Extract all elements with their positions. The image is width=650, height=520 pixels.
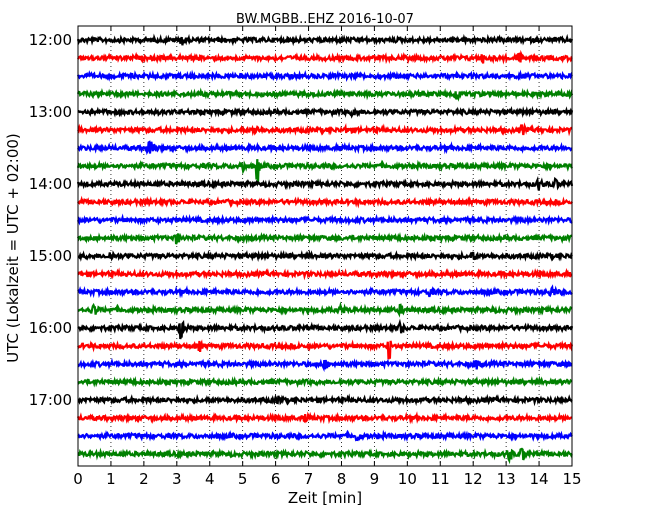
seismic-trace xyxy=(77,105,574,119)
x-tick-label: 15 xyxy=(562,470,581,488)
grid xyxy=(110,26,540,466)
x-tick-label: 10 xyxy=(398,470,417,488)
seismic-trace xyxy=(76,33,574,47)
x-tick-label: 14 xyxy=(530,470,549,488)
seismic-trace xyxy=(76,175,574,191)
seismic-trace xyxy=(77,140,573,156)
seismic-trace xyxy=(77,375,573,389)
plot-frame xyxy=(77,25,573,467)
seismic-trace xyxy=(77,393,573,407)
y-tick-label: 17:00 xyxy=(29,391,72,409)
seismic-trace xyxy=(77,301,573,318)
seismic-trace xyxy=(76,231,573,245)
seismic-trace xyxy=(77,249,573,263)
x-tick-label: 13 xyxy=(497,470,516,488)
seismic-trace xyxy=(76,69,573,82)
x-tick-label: 6 xyxy=(271,470,281,488)
x-axis-label: Zeit [min] xyxy=(288,489,362,507)
seismic-trace xyxy=(77,122,573,137)
x-tick-label: 4 xyxy=(205,470,215,488)
seismic-trace xyxy=(77,429,573,442)
x-tick-label: 11 xyxy=(431,470,450,488)
seismic-trace xyxy=(77,195,573,209)
y-tick-label: 14:00 xyxy=(29,175,72,193)
x-tick-label: 0 xyxy=(73,470,83,488)
x-tick-label: 8 xyxy=(337,470,347,488)
seismic-trace xyxy=(77,284,573,299)
seismic-trace xyxy=(77,49,573,65)
seismic-trace xyxy=(76,159,573,183)
y-tick-label: 13:00 xyxy=(29,103,72,121)
ticks: 0 1 2 3 4 5 6 7 8 9 10 11 12 13 14 1512:0013:0014:0015:… xyxy=(29,26,582,488)
seismic-trace xyxy=(77,318,574,340)
y-tick-label: 12:00 xyxy=(29,31,72,49)
x-tick-label: 3 xyxy=(172,470,182,488)
y-tick-label: 15:00 xyxy=(29,247,72,265)
seismic-trace xyxy=(77,357,573,373)
seismic-trace xyxy=(77,447,573,465)
x-tick-label: 5 xyxy=(238,470,248,488)
seismic-trace xyxy=(76,411,573,425)
seismic-trace xyxy=(76,87,574,102)
x-tick-label: 7 xyxy=(304,470,314,488)
seismic-trace xyxy=(76,213,573,227)
x-tick-label: 9 xyxy=(370,470,380,488)
x-tick-label: 2 xyxy=(139,470,149,488)
y-axis-label: UTC (Lokalzeit = UTC + 02:00) xyxy=(4,133,22,363)
x-tick-label: 12 xyxy=(464,470,483,488)
x-tick-label: 1 xyxy=(106,470,116,488)
y-tick-label: 16:00 xyxy=(29,319,72,337)
seismic-trace xyxy=(77,267,573,281)
seismic-trace xyxy=(77,339,574,360)
traces xyxy=(76,33,574,465)
chart-title: BW.MGBB..EHZ 2016-10-07 xyxy=(236,12,414,27)
